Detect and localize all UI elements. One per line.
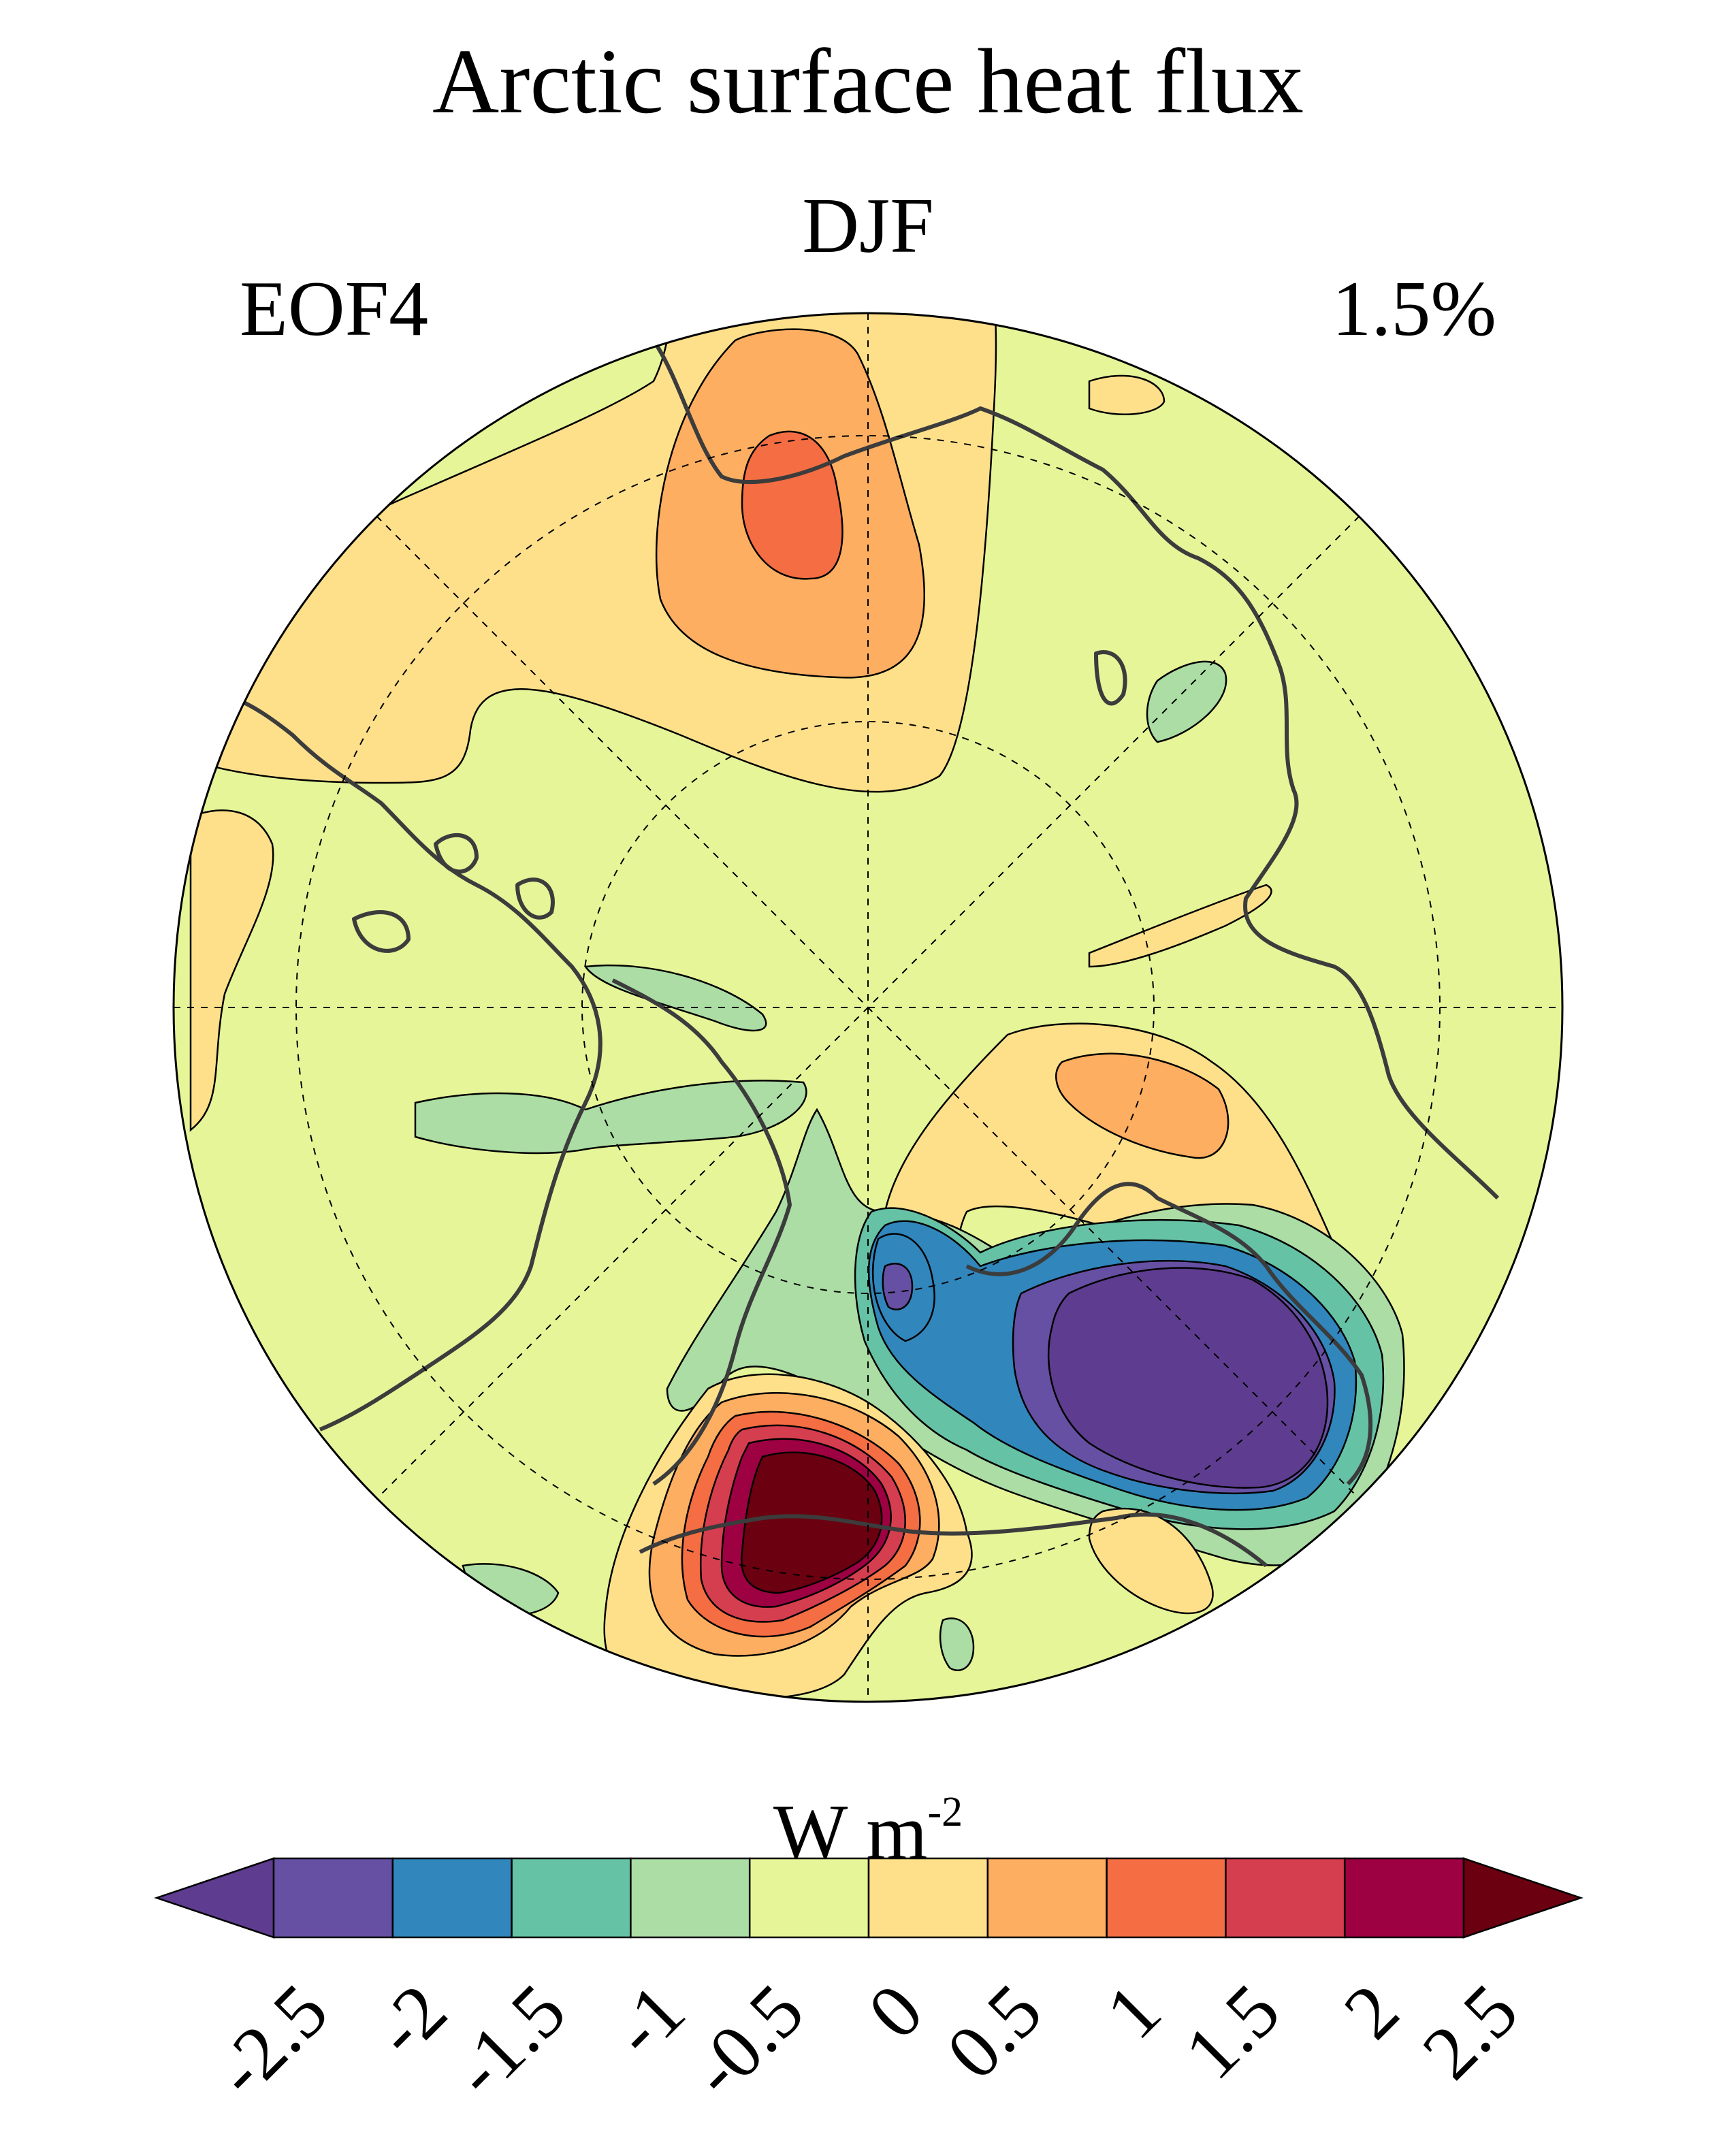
colorbar-box [867, 1857, 989, 1939]
barents-dipole [666, 1108, 1405, 1566]
siberia-anomaly [176, 313, 1166, 793]
explained-variance-label: 1.5% [1332, 265, 1496, 353]
colorbar-tick-label: 0 [852, 1968, 939, 2054]
colorbar-extend-max [1462, 1857, 1584, 1939]
map-boundary [172, 312, 1564, 1703]
labrador-negative [414, 964, 807, 1155]
eof-mode-label: EOF4 [240, 265, 429, 353]
graticule [174, 313, 1562, 1702]
coastline-north-america [176, 688, 602, 1432]
barents-core [1047, 1267, 1329, 1489]
coastline-scandinavia [965, 1182, 1373, 1486]
iberia-positive [1088, 1507, 1214, 1615]
colorbar-tick-label: 1.5 [1169, 1968, 1296, 2095]
west-edge-positive [189, 809, 274, 1132]
coastline-eurasia [652, 339, 1500, 1200]
colorbar-box [511, 1857, 632, 1939]
norwegian-core [741, 1451, 883, 1594]
baltic-core [1055, 1052, 1229, 1159]
colorbar-tick-label: -1.5 [437, 1968, 582, 2113]
colorbar-tick-label: -2.5 [199, 1968, 344, 2113]
colorbar-tick-label: 1 [1090, 1968, 1176, 2054]
coastline-kamchatka [1094, 650, 1127, 706]
coastline-islands-3 [515, 877, 555, 920]
coastline-europe [639, 1512, 1268, 1568]
coastline-islands-1 [434, 833, 479, 874]
labrador-strip-upper [583, 964, 767, 1032]
siberia-right-ring [1088, 374, 1166, 415]
colorbar-extend-min [154, 1857, 275, 1939]
colorbar-box [748, 1857, 870, 1939]
unit-exponent: -2 [927, 1789, 963, 1835]
colorbar-box [1343, 1857, 1465, 1939]
coastlines [176, 339, 1500, 1568]
map-title: Arctic surface heat flux [432, 31, 1304, 133]
colorbar-box [1106, 1857, 1227, 1939]
colorbar-tick-label: 0.5 [931, 1968, 1058, 2095]
colorbar-box [1225, 1857, 1346, 1939]
arctic-strip-positive [1088, 884, 1272, 968]
coastline-greenland [611, 978, 792, 1486]
colorbar-box [272, 1857, 394, 1939]
labrador-strip-lower [414, 1080, 807, 1155]
season-label: DJF [802, 182, 934, 270]
norwegian-positive [603, 1373, 973, 1700]
colorbar-box [391, 1857, 513, 1939]
north-pacific-negative [1146, 660, 1227, 743]
coastline-islands-2 [352, 910, 411, 953]
atlantic-negative-small [939, 1617, 975, 1671]
colorbar-tick-label: 2 [1328, 1968, 1415, 2054]
colorbar-box [986, 1857, 1108, 1939]
colorbar-box [630, 1857, 751, 1939]
polar-map [172, 312, 1564, 1703]
svalbard-core [882, 1263, 914, 1310]
colorbar-tick-label: -0.5 [675, 1968, 820, 2113]
meridian-135-315 [376, 515, 1360, 1500]
colorbar-tick-label: 2.5 [1407, 1968, 1534, 2095]
